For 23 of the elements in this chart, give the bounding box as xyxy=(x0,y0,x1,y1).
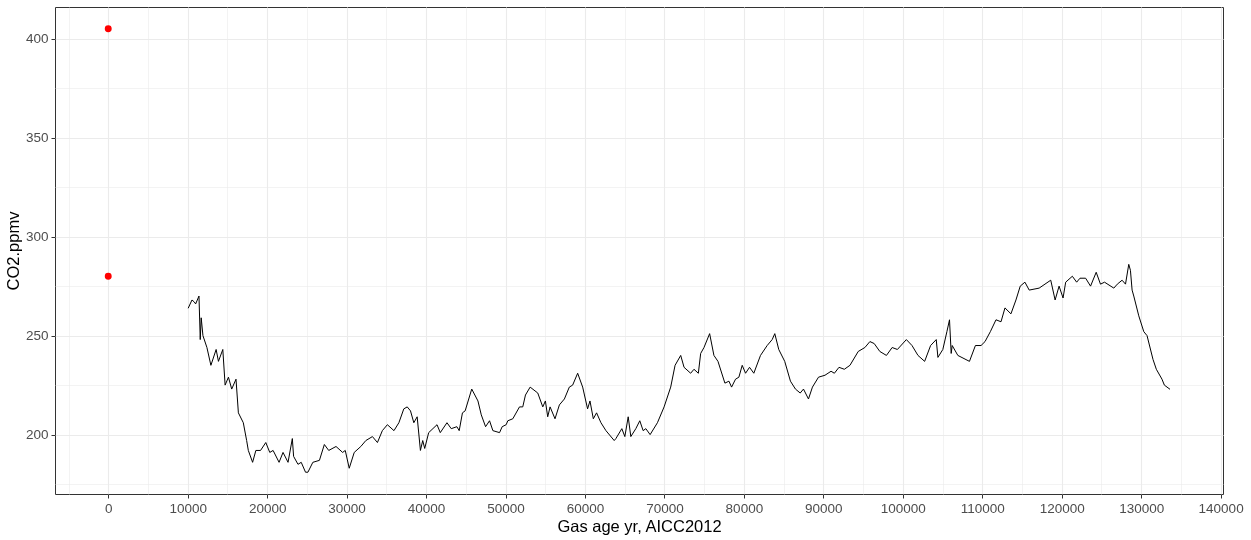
x-axis-title: Gas age yr, AICC2012 xyxy=(557,517,722,535)
x-tick-label: 30000 xyxy=(328,500,366,516)
x-tick-label: 140000 xyxy=(1198,500,1244,516)
x-tick-label: 100000 xyxy=(880,500,926,516)
y-tick-label: 300 xyxy=(25,229,49,245)
y-tick-label: 350 xyxy=(25,130,49,146)
y-axis-title: CO2.ppmv xyxy=(3,210,22,291)
x-tick-label: 120000 xyxy=(1039,500,1085,516)
x-tick-label: 130000 xyxy=(1119,500,1165,516)
y-tick-label: 400 xyxy=(25,31,49,47)
x-tick-label: 40000 xyxy=(407,500,446,516)
y-tick-label: 250 xyxy=(25,328,49,344)
x-tick-label: 50000 xyxy=(487,500,525,516)
x-tick-label: 20000 xyxy=(248,500,287,516)
x-tick-label: 0 xyxy=(104,500,113,516)
x-tick-label: 60000 xyxy=(566,500,605,516)
y-tick-label: 200 xyxy=(25,427,49,443)
x-tick-label: 110000 xyxy=(960,500,1005,516)
x-tick-label: 70000 xyxy=(646,500,684,516)
x-tick-label: 10000 xyxy=(169,500,207,516)
x-tick-label: 90000 xyxy=(805,500,843,516)
x-tick-label: 80000 xyxy=(725,500,764,516)
line-series xyxy=(187,263,1171,473)
